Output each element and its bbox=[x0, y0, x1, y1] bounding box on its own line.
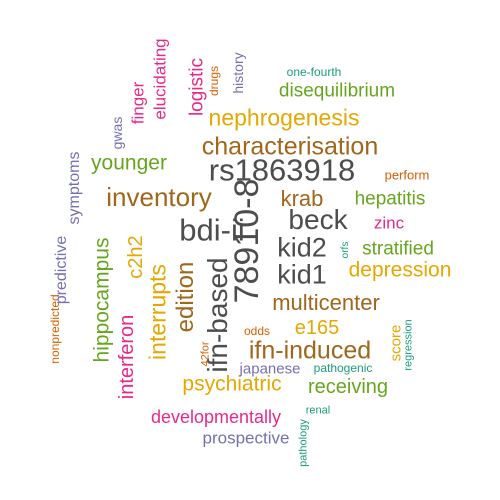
word-perform: perform bbox=[384, 167, 430, 183]
word-ifn-induced: ifn-induced bbox=[248, 336, 372, 365]
word-japanese: japanese bbox=[239, 360, 301, 378]
word-depression: depression bbox=[348, 258, 452, 282]
word-bdi-ii: bdi-ii bbox=[179, 212, 245, 248]
word-c2h2: c2h2 bbox=[125, 235, 147, 279]
word-beck: beck bbox=[288, 204, 348, 235]
word-odds: odds bbox=[243, 324, 271, 338]
word-krab: krab bbox=[280, 186, 324, 211]
word-edition: edition bbox=[172, 261, 199, 333]
word-elucidating: elucidating bbox=[150, 38, 170, 120]
word-developmentally: developmentally bbox=[150, 407, 282, 427]
word-predictive: predictive bbox=[53, 235, 70, 305]
word-hippocampus: hippocampus bbox=[90, 237, 114, 363]
word-regression: regression bbox=[402, 319, 415, 371]
word-multicenter: multicenter bbox=[272, 290, 380, 315]
word-gwas: gwas bbox=[109, 116, 125, 150]
word-psychiatric: psychiatric bbox=[182, 372, 282, 396]
word-history: history bbox=[230, 52, 246, 94]
word-disequilibrium: disequilibrium bbox=[278, 80, 396, 102]
word-kid1: kid1 bbox=[277, 259, 327, 290]
word-nephrogenesis: nephrogenesis bbox=[208, 104, 360, 131]
word-finger: finger bbox=[128, 81, 148, 125]
word-interrupts: interrupts bbox=[144, 264, 171, 360]
word-nonpredicted: nonpredicted bbox=[48, 294, 62, 364]
word-42for: 42for bbox=[199, 341, 212, 367]
word-younger: younger bbox=[91, 151, 167, 175]
word-prospective: prospective bbox=[202, 428, 290, 448]
word-rs1863918: rs1863918 bbox=[208, 152, 356, 188]
word-kid2: kid2 bbox=[277, 232, 327, 263]
word-stratified: stratified bbox=[362, 238, 434, 260]
word-score: score bbox=[387, 324, 405, 362]
word-drugs: drugs bbox=[207, 65, 221, 97]
word-zinc: zinc bbox=[373, 213, 405, 233]
word-hepatitis: hepatitis bbox=[354, 188, 426, 210]
word-receiving: receiving bbox=[307, 376, 389, 398]
word-symptoms: symptoms bbox=[66, 151, 83, 225]
word-pathogenic: pathogenic bbox=[313, 361, 373, 375]
word-orfs: orfs bbox=[340, 241, 351, 259]
word-logistic: logistic bbox=[186, 57, 208, 117]
word-inventory: inventory bbox=[106, 182, 212, 212]
word-renal: renal bbox=[305, 404, 331, 417]
word-e165: e165 bbox=[294, 317, 340, 339]
word-interferon: interferon bbox=[116, 314, 138, 400]
word-characterisation: characterisation bbox=[201, 132, 379, 161]
word-pathology: pathology bbox=[297, 419, 310, 467]
word-one-fourth: one-fourth bbox=[286, 65, 342, 79]
